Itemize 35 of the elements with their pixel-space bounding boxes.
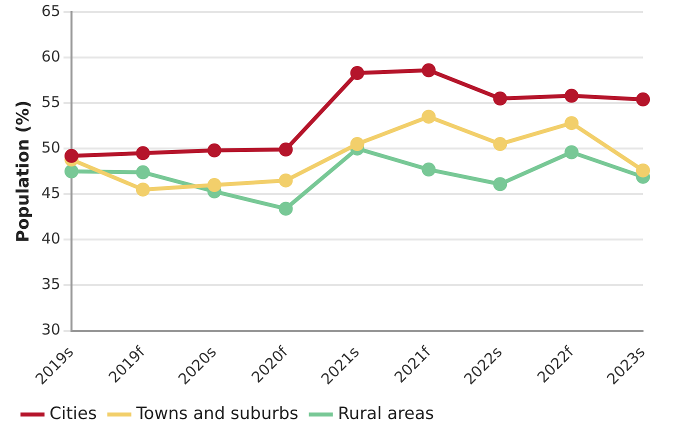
point bbox=[564, 116, 579, 130]
y-tick-label: 40 bbox=[41, 230, 60, 248]
y-tick-label: 35 bbox=[41, 275, 60, 294]
point bbox=[136, 165, 150, 180]
point bbox=[422, 110, 436, 124]
y-tick-label: 55 bbox=[41, 92, 60, 111]
point bbox=[422, 162, 436, 177]
point bbox=[564, 88, 579, 103]
y-tick-label: 60 bbox=[41, 47, 60, 66]
point bbox=[350, 137, 364, 152]
point bbox=[636, 92, 650, 106]
point bbox=[207, 143, 222, 158]
y-tick-label: 65 bbox=[41, 2, 60, 20]
point bbox=[64, 148, 78, 163]
legend-label: Towns and suburbs bbox=[135, 404, 298, 424]
point bbox=[278, 173, 293, 188]
point bbox=[136, 182, 150, 197]
point bbox=[422, 63, 436, 78]
y-tick-label: 50 bbox=[41, 138, 60, 156]
point bbox=[207, 178, 222, 192]
point bbox=[493, 177, 508, 192]
legend-label: Rural areas bbox=[338, 404, 434, 424]
point bbox=[493, 137, 508, 152]
point bbox=[64, 164, 78, 178]
y-axis-title: Population (%) bbox=[14, 100, 34, 242]
point bbox=[564, 145, 579, 160]
point bbox=[278, 142, 293, 157]
y-tick-label: 30 bbox=[41, 320, 60, 339]
point bbox=[493, 92, 508, 106]
point bbox=[278, 202, 293, 216]
y-tick-label: 45 bbox=[41, 184, 60, 202]
point bbox=[636, 163, 650, 178]
legend-label: Cities bbox=[50, 404, 97, 424]
point bbox=[350, 66, 364, 80]
point bbox=[136, 146, 150, 160]
